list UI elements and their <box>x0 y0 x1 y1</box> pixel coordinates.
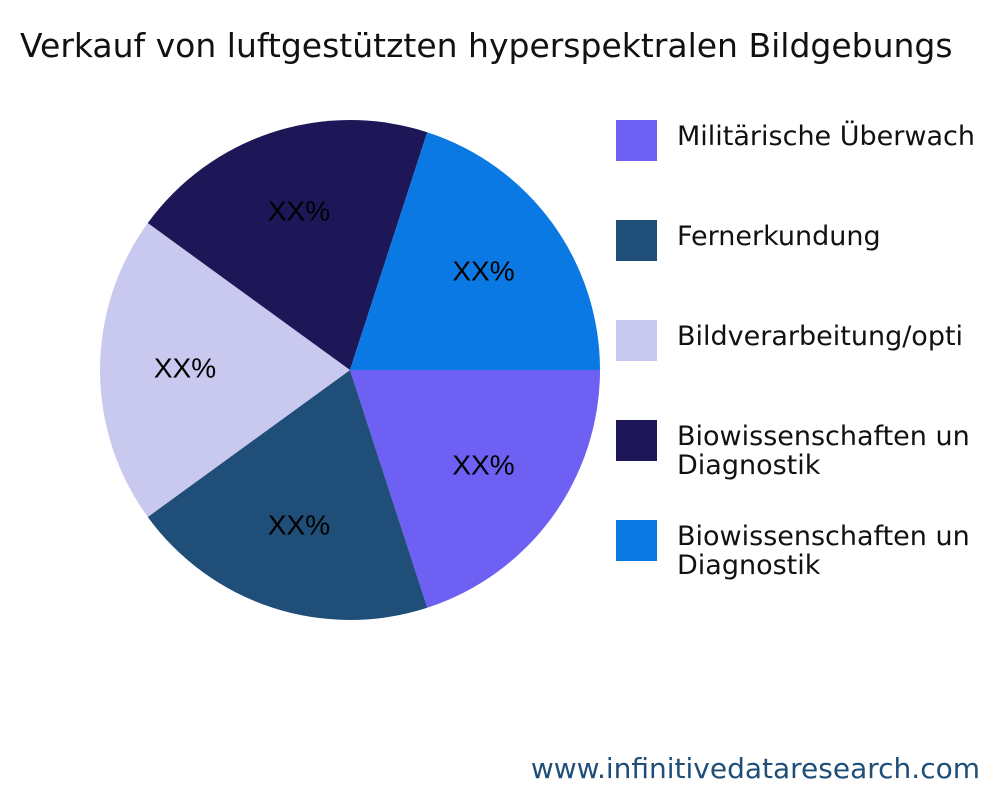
footer: www.infinitivedataresearch.com <box>530 752 980 785</box>
legend-swatch <box>616 420 657 461</box>
legend-label: Biowissenschaften un Diagnostik <box>677 521 970 581</box>
legend-swatch <box>616 120 657 161</box>
legend-label: Fernerkundung <box>677 221 881 252</box>
legend-item: Bildverarbeitung/opti <box>616 320 1000 380</box>
legend-label: Biowissenschaften un Diagnostik <box>677 421 970 481</box>
legend-item: Militärische Überwach <box>616 120 1000 180</box>
chart-title: Verkauf von luftgestützten hyperspektral… <box>20 26 953 65</box>
legend-swatch <box>616 320 657 361</box>
slice-label: XX% <box>154 352 216 383</box>
slice-label: XX% <box>268 509 330 540</box>
legend-item: Fernerkundung <box>616 220 1000 280</box>
legend-swatch <box>616 220 657 261</box>
slice-label: XX% <box>268 195 330 226</box>
pie-slice <box>350 132 600 370</box>
legend-swatch <box>616 520 657 561</box>
pie-slice <box>147 370 428 620</box>
legend-item: Biowissenschaften un Diagnostik <box>616 420 1000 480</box>
legend-label: Bildverarbeitung/opti <box>677 321 964 352</box>
slice-label: XX% <box>452 255 514 286</box>
legend-item: Biowissenschaften un Diagnostik <box>616 520 1000 580</box>
slice-label: XX% <box>452 449 514 480</box>
pie-slice <box>350 370 600 608</box>
legend: Militärische Überwach Fernerkundung Bildve… <box>616 120 1000 600</box>
pie-slice <box>147 120 428 370</box>
legend-label: Militärische Überwach <box>677 121 975 152</box>
pie-slice <box>100 223 350 517</box>
